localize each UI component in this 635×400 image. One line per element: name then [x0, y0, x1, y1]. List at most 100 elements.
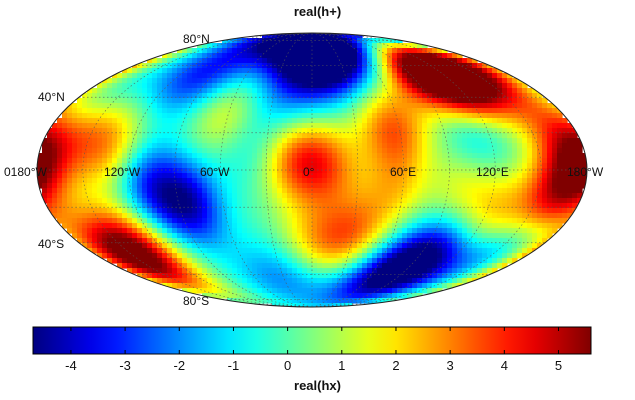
field-cell	[132, 143, 138, 149]
field-cell	[42, 193, 48, 199]
field-cell	[467, 268, 473, 274]
field-cell	[347, 238, 353, 244]
field-cell	[177, 53, 183, 59]
field-cell	[397, 253, 403, 259]
field-cell	[427, 158, 433, 164]
field-cell	[427, 183, 433, 189]
field-cell	[137, 218, 143, 224]
field-cell	[397, 243, 403, 249]
field-cell	[102, 178, 108, 184]
field-cell	[402, 253, 408, 259]
field-cell	[482, 193, 488, 199]
field-cell	[137, 248, 143, 254]
field-cell	[212, 248, 218, 254]
field-cell	[452, 118, 458, 124]
field-cell	[67, 133, 73, 139]
field-cell	[277, 258, 283, 264]
field-cell	[527, 228, 533, 234]
field-cell	[472, 113, 478, 119]
field-cell	[222, 188, 228, 194]
field-cell	[167, 88, 173, 94]
field-cell	[407, 193, 413, 199]
field-cell	[477, 73, 483, 79]
field-cell	[317, 303, 323, 307]
field-cell	[382, 173, 388, 179]
field-cell	[112, 223, 118, 229]
field-cell	[352, 48, 358, 54]
field-cell	[272, 98, 278, 104]
field-cell	[52, 213, 58, 219]
field-cell	[462, 253, 468, 259]
field-cell	[432, 273, 438, 279]
field-cell	[457, 258, 463, 264]
field-cell	[167, 138, 173, 144]
field-cell	[272, 138, 278, 144]
field-cell	[457, 183, 463, 189]
field-cell	[582, 163, 587, 169]
field-cell	[37, 168, 43, 174]
field-cell	[457, 113, 463, 119]
field-cell	[162, 228, 168, 234]
field-cell	[567, 158, 573, 164]
field-cell	[292, 223, 298, 229]
field-cell	[382, 203, 388, 209]
field-cell	[207, 123, 213, 129]
field-cell	[407, 98, 413, 104]
field-cell	[152, 133, 158, 139]
field-cell	[202, 88, 208, 94]
field-cell	[147, 98, 153, 104]
field-cell	[467, 193, 473, 199]
field-cell	[432, 223, 438, 229]
field-cell	[537, 93, 543, 99]
field-cell	[97, 128, 103, 134]
field-cell	[322, 183, 328, 189]
field-cell	[192, 263, 198, 269]
field-cell	[267, 233, 273, 239]
field-cell	[257, 178, 263, 184]
field-cell	[232, 78, 238, 84]
field-cell	[477, 188, 483, 194]
field-cell	[127, 88, 133, 94]
field-cell	[382, 283, 388, 289]
field-cell	[292, 288, 298, 294]
field-cell	[437, 238, 443, 244]
field-cell	[502, 133, 508, 139]
field-cell	[427, 198, 433, 204]
field-cell	[487, 78, 493, 84]
field-cell	[167, 273, 173, 279]
field-cell	[422, 263, 428, 269]
field-cell	[467, 153, 473, 159]
field-cell	[307, 203, 313, 209]
field-cell	[572, 153, 578, 159]
field-cell	[217, 88, 223, 94]
field-cell	[397, 53, 403, 59]
field-cell	[342, 253, 348, 259]
field-cell	[332, 198, 338, 204]
field-cell	[532, 143, 538, 149]
field-cell	[512, 158, 518, 164]
field-cell	[492, 83, 498, 89]
field-cell	[397, 113, 403, 119]
field-cell	[192, 183, 198, 189]
field-cell	[322, 168, 328, 174]
field-cell	[182, 103, 188, 109]
field-cell	[377, 218, 383, 224]
field-cell	[477, 268, 483, 274]
field-cell	[267, 143, 273, 149]
field-cell	[157, 153, 163, 159]
field-cell	[212, 178, 218, 184]
field-cell	[457, 178, 463, 184]
field-cell	[457, 248, 463, 254]
field-cell	[147, 138, 153, 144]
field-cell	[317, 213, 323, 219]
field-cell	[267, 258, 273, 264]
field-cell	[372, 223, 378, 229]
field-cell	[172, 163, 178, 169]
field-cell	[237, 153, 243, 159]
field-cell	[377, 208, 383, 214]
field-cell	[357, 243, 363, 249]
field-cell	[242, 58, 248, 64]
field-cell	[542, 98, 548, 104]
meridian-line	[128, 33, 313, 307]
field-cell	[392, 248, 398, 254]
